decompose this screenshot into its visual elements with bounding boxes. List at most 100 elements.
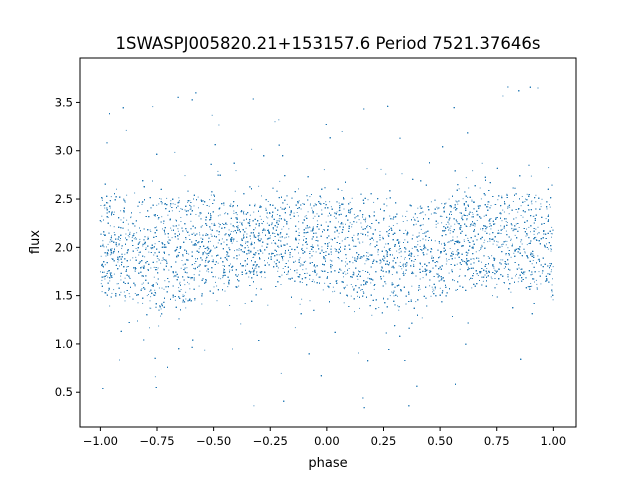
data-point bbox=[298, 221, 300, 223]
data-point bbox=[353, 274, 355, 276]
data-point bbox=[314, 215, 316, 217]
data-point bbox=[483, 242, 485, 244]
data-point bbox=[111, 275, 113, 277]
data-point bbox=[243, 213, 245, 215]
data-point bbox=[290, 268, 291, 270]
data-point bbox=[373, 201, 375, 203]
chart-title: 1SWASPJ005820.21+153157.6 Period 7521.37… bbox=[115, 34, 540, 53]
data-point bbox=[305, 268, 307, 270]
data-point bbox=[278, 219, 280, 221]
data-point bbox=[187, 281, 188, 283]
data-point bbox=[441, 243, 442, 245]
data-point bbox=[309, 300, 311, 302]
data-point bbox=[419, 240, 421, 242]
data-point bbox=[190, 220, 192, 222]
data-point bbox=[120, 279, 122, 281]
data-point bbox=[100, 283, 102, 285]
data-point bbox=[402, 221, 404, 222]
data-point bbox=[391, 228, 393, 230]
data-point bbox=[161, 216, 163, 218]
data-point bbox=[277, 267, 279, 269]
data-point bbox=[490, 228, 492, 230]
data-point bbox=[499, 212, 500, 214]
data-point bbox=[533, 278, 535, 280]
data-point bbox=[229, 269, 231, 271]
data-point bbox=[461, 218, 463, 220]
data-point bbox=[550, 271, 552, 273]
data-point bbox=[116, 188, 117, 190]
data-point bbox=[260, 218, 262, 220]
data-point bbox=[409, 254, 411, 256]
data-point bbox=[267, 304, 269, 306]
data-point bbox=[525, 198, 526, 200]
data-point bbox=[407, 232, 409, 234]
data-point bbox=[345, 286, 346, 288]
data-point bbox=[282, 268, 284, 269]
data-point bbox=[260, 206, 262, 208]
data-point bbox=[159, 305, 161, 307]
data-point bbox=[449, 232, 451, 234]
data-point bbox=[459, 212, 461, 214]
data-point bbox=[402, 263, 404, 265]
data-point bbox=[431, 248, 433, 250]
data-point bbox=[155, 293, 157, 295]
data-point bbox=[505, 221, 507, 222]
data-point bbox=[182, 208, 183, 210]
data-point bbox=[348, 268, 350, 269]
data-point bbox=[138, 252, 140, 254]
data-point bbox=[439, 287, 441, 289]
data-point bbox=[490, 276, 492, 278]
data-point bbox=[223, 268, 224, 270]
data-point bbox=[113, 211, 115, 213]
data-point bbox=[193, 232, 195, 234]
data-point bbox=[469, 226, 471, 227]
data-point bbox=[147, 236, 149, 238]
data-point bbox=[420, 205, 422, 207]
data-point bbox=[324, 282, 326, 284]
data-point bbox=[278, 220, 280, 222]
data-point bbox=[310, 203, 311, 205]
data-point bbox=[298, 200, 300, 202]
data-point bbox=[397, 305, 399, 307]
data-point bbox=[130, 216, 132, 218]
data-point bbox=[100, 205, 102, 206]
data-point bbox=[480, 228, 481, 230]
data-point bbox=[375, 260, 377, 262]
data-point bbox=[513, 252, 515, 254]
data-point bbox=[218, 234, 220, 236]
data-point bbox=[199, 213, 201, 215]
data-point bbox=[103, 246, 105, 248]
data-point bbox=[222, 265, 224, 266]
data-point bbox=[366, 255, 367, 257]
data-point bbox=[345, 257, 347, 259]
data-point bbox=[447, 241, 449, 243]
data-point bbox=[535, 279, 537, 281]
data-point bbox=[201, 303, 203, 305]
data-point bbox=[330, 267, 332, 269]
data-point bbox=[141, 203, 143, 205]
data-point bbox=[491, 255, 493, 257]
data-point bbox=[524, 201, 526, 203]
data-point bbox=[254, 227, 256, 229]
data-point bbox=[209, 240, 211, 242]
data-point bbox=[100, 221, 102, 223]
data-point bbox=[341, 240, 343, 242]
data-point bbox=[343, 208, 345, 210]
data-point bbox=[541, 272, 543, 274]
data-point bbox=[223, 241, 225, 243]
data-point bbox=[494, 269, 496, 271]
data-point bbox=[141, 288, 143, 290]
data-point bbox=[185, 238, 187, 240]
data-point bbox=[540, 206, 542, 208]
data-point bbox=[186, 267, 188, 269]
data-point bbox=[430, 295, 432, 297]
data-point bbox=[327, 215, 329, 217]
data-point bbox=[130, 217, 132, 219]
data-point bbox=[500, 212, 502, 214]
data-point bbox=[287, 273, 289, 275]
data-point bbox=[188, 283, 190, 285]
data-point bbox=[295, 260, 296, 262]
data-point bbox=[194, 245, 196, 246]
data-point bbox=[524, 251, 526, 253]
data-point bbox=[167, 214, 169, 216]
